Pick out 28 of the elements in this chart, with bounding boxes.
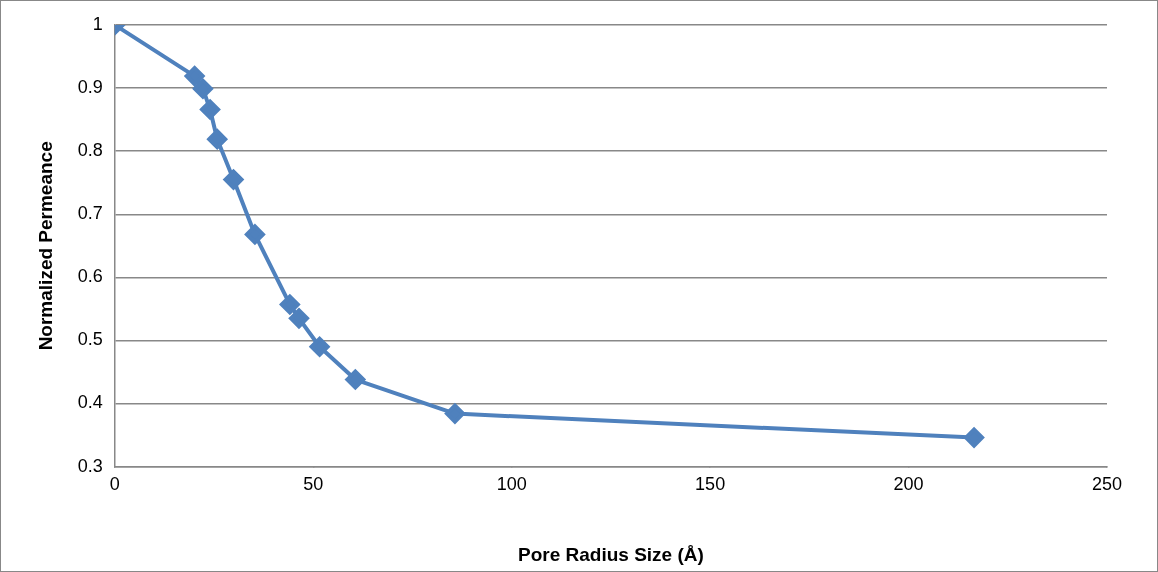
x-tick-label: 50 xyxy=(303,474,324,495)
point xyxy=(309,336,330,357)
y-tick-label: 0.9 xyxy=(77,77,103,98)
y-tick-label: 0.3 xyxy=(77,455,103,476)
x-tick-label: 200 xyxy=(893,474,924,495)
y-tick-label: 0.6 xyxy=(77,266,103,287)
point xyxy=(192,78,213,99)
point xyxy=(279,294,300,315)
point xyxy=(184,66,205,87)
x-tick-label: 100 xyxy=(496,474,527,495)
point xyxy=(444,403,465,424)
point xyxy=(964,427,985,448)
x-tick-label: 0 xyxy=(109,474,120,495)
y-axis-title: Normalized Permeance xyxy=(34,141,56,351)
point xyxy=(207,129,228,150)
x-tick-label: 150 xyxy=(695,474,726,495)
x-tick-label: 250 xyxy=(1091,474,1123,495)
y-tick-label: 0.5 xyxy=(77,329,103,350)
point xyxy=(288,308,309,329)
point xyxy=(223,169,244,190)
y-tick-label: 0.4 xyxy=(77,392,103,413)
y-tick-label: 1 xyxy=(92,13,103,34)
point xyxy=(200,99,221,120)
x-axis-title: Pore Radius Size (Å) xyxy=(518,543,704,565)
y-tick-label: 0.7 xyxy=(77,203,103,224)
point xyxy=(244,224,265,245)
y-tick-label: 0.8 xyxy=(77,140,103,161)
point xyxy=(345,369,366,390)
